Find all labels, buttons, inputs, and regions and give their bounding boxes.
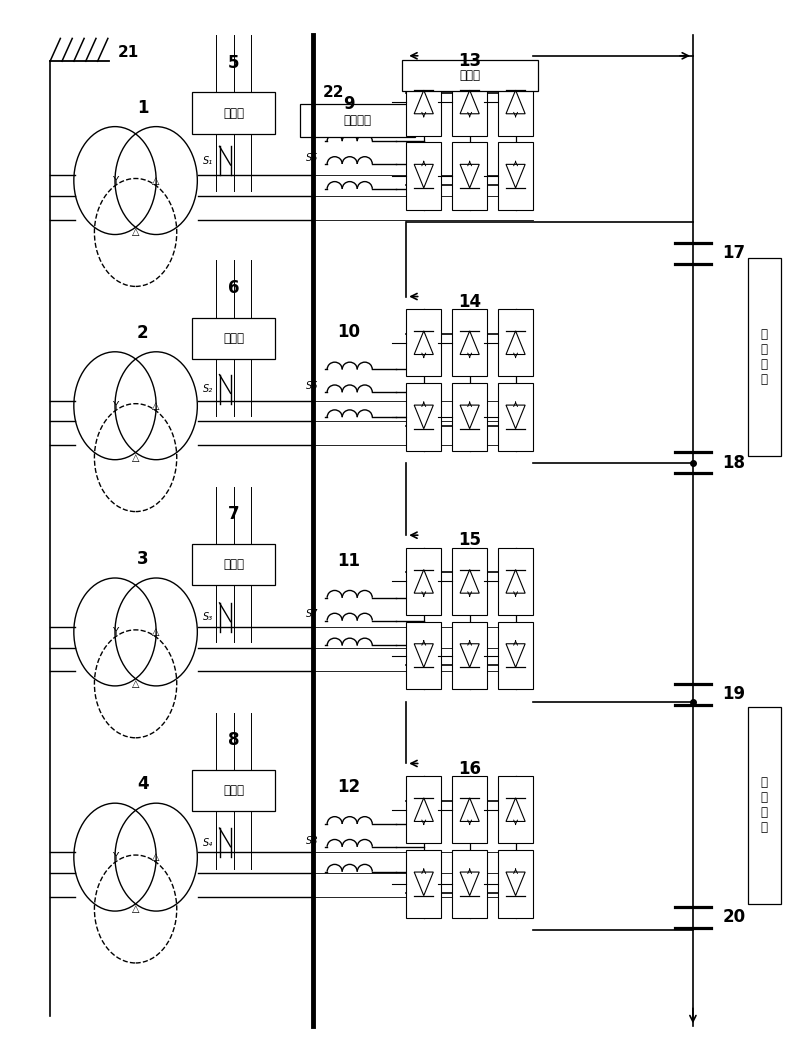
- Text: △: △: [153, 176, 160, 185]
- FancyBboxPatch shape: [498, 548, 533, 615]
- Text: 11: 11: [337, 551, 360, 570]
- Text: S₃: S₃: [203, 612, 213, 622]
- Text: △: △: [132, 453, 139, 462]
- Text: 滤波器: 滤波器: [223, 558, 244, 571]
- Text: 12: 12: [337, 778, 360, 796]
- FancyBboxPatch shape: [406, 548, 441, 615]
- FancyBboxPatch shape: [498, 776, 533, 843]
- Text: 14: 14: [458, 293, 482, 311]
- FancyBboxPatch shape: [406, 621, 441, 689]
- Text: S6: S6: [306, 381, 318, 391]
- FancyBboxPatch shape: [192, 770, 275, 812]
- Text: 19: 19: [722, 685, 746, 703]
- Text: Y: Y: [112, 401, 118, 411]
- FancyBboxPatch shape: [747, 707, 781, 904]
- Text: △: △: [153, 627, 160, 637]
- Text: 15: 15: [458, 531, 481, 549]
- FancyBboxPatch shape: [452, 68, 487, 136]
- FancyBboxPatch shape: [747, 258, 781, 456]
- Text: S₄: S₄: [203, 838, 213, 847]
- FancyBboxPatch shape: [406, 776, 441, 843]
- FancyBboxPatch shape: [452, 142, 487, 210]
- Text: 10: 10: [337, 323, 360, 341]
- FancyBboxPatch shape: [498, 309, 533, 377]
- Text: S5: S5: [306, 153, 318, 163]
- FancyBboxPatch shape: [406, 850, 441, 917]
- FancyBboxPatch shape: [406, 142, 441, 210]
- FancyBboxPatch shape: [192, 318, 275, 359]
- Text: 1: 1: [137, 99, 149, 117]
- Text: △: △: [153, 852, 160, 862]
- Text: 17: 17: [722, 244, 746, 263]
- Text: 直
流
电
容: 直 流 电 容: [761, 776, 768, 835]
- Text: S₁: S₁: [203, 156, 213, 166]
- Text: △: △: [132, 904, 139, 914]
- Text: 滤波器: 滤波器: [223, 784, 244, 797]
- FancyBboxPatch shape: [498, 621, 533, 689]
- Text: 13: 13: [458, 52, 482, 70]
- Text: 9: 9: [342, 95, 354, 113]
- Text: S8: S8: [306, 836, 318, 845]
- Text: Y: Y: [112, 627, 118, 637]
- FancyBboxPatch shape: [452, 776, 487, 843]
- FancyBboxPatch shape: [452, 621, 487, 689]
- FancyBboxPatch shape: [452, 383, 487, 451]
- Text: 2: 2: [137, 324, 149, 342]
- Text: 6: 6: [228, 279, 239, 297]
- Text: 滤波器: 滤波器: [223, 107, 244, 119]
- Text: 直
流
电
容: 直 流 电 容: [761, 328, 768, 386]
- FancyBboxPatch shape: [452, 850, 487, 917]
- Text: 滤波器: 滤波器: [223, 332, 244, 345]
- Text: △: △: [132, 227, 139, 237]
- Text: 20: 20: [722, 908, 746, 927]
- FancyBboxPatch shape: [498, 383, 533, 451]
- Text: S₂: S₂: [203, 384, 213, 394]
- Text: △: △: [153, 401, 160, 411]
- Text: Y: Y: [112, 176, 118, 185]
- Text: 换流桥: 换流桥: [459, 69, 480, 82]
- FancyBboxPatch shape: [452, 309, 487, 377]
- Text: 换相电抗: 换相电抗: [344, 114, 372, 127]
- Text: 4: 4: [137, 775, 149, 794]
- FancyBboxPatch shape: [498, 850, 533, 917]
- FancyBboxPatch shape: [452, 548, 487, 615]
- Text: Y: Y: [112, 852, 118, 862]
- Text: △: △: [132, 679, 139, 689]
- FancyBboxPatch shape: [300, 104, 415, 137]
- Text: S7: S7: [306, 610, 318, 619]
- FancyBboxPatch shape: [406, 68, 441, 136]
- Text: 18: 18: [722, 454, 746, 472]
- Text: 16: 16: [458, 759, 481, 778]
- FancyBboxPatch shape: [498, 68, 533, 136]
- Text: 21: 21: [118, 45, 138, 61]
- FancyBboxPatch shape: [498, 142, 533, 210]
- Text: 3: 3: [137, 550, 149, 568]
- FancyBboxPatch shape: [406, 309, 441, 377]
- Text: 5: 5: [228, 53, 239, 71]
- Text: 22: 22: [322, 85, 344, 99]
- Text: 8: 8: [228, 731, 239, 749]
- FancyBboxPatch shape: [192, 92, 275, 134]
- Text: 7: 7: [228, 505, 239, 523]
- FancyBboxPatch shape: [192, 544, 275, 586]
- FancyBboxPatch shape: [402, 60, 538, 91]
- FancyBboxPatch shape: [406, 383, 441, 451]
